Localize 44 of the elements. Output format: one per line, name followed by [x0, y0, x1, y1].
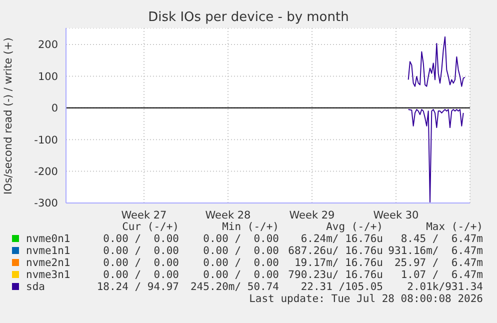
x-tick-label: Week 29 [289, 209, 335, 222]
legend-label: nvme1n1 [26, 245, 70, 257]
y-tick-label: 200 [38, 39, 58, 52]
y-tick-label: 0 [51, 102, 58, 115]
text: Last update: Tue Jul 28 08:00:08 2026 [249, 293, 483, 305]
x-tick-label: Week 27 [121, 209, 167, 222]
text: 6.24m/ 16.76u [300, 233, 383, 245]
text: 0.00 / 0.00 [103, 245, 179, 257]
text: 25.97 / 6.47m [394, 257, 483, 269]
text: Avg (-/+) [326, 221, 383, 233]
text: 0.00 / 0.00 [203, 233, 279, 245]
text: Min (-/+) [222, 221, 279, 233]
text: 0.00 / 0.00 [103, 257, 179, 269]
text: 0.00 / 0.00 [103, 269, 179, 281]
text: 245.20m/ 50.74 [190, 281, 279, 293]
text: 22.31 /105.05 [300, 281, 383, 293]
text: 790.23u/ 16.76u [288, 269, 383, 281]
line-series [408, 108, 464, 203]
text: 0.00 / 0.00 [203, 269, 279, 281]
y-tick-label: -100 [34, 134, 58, 146]
x-tick-label: Week 28 [205, 209, 251, 222]
line-series [408, 36, 466, 87]
text: 1.07 / 6.47m [400, 269, 483, 281]
text: 8.45 / 6.47m [400, 233, 483, 245]
legend-label: nvme2n1 [26, 257, 70, 269]
text: 0.00 / 0.00 [203, 245, 279, 257]
text: 0.00 / 0.00 [103, 233, 179, 245]
y-axis-title: IOs/second read (-) / write (+) [3, 36, 15, 194]
text: 931.16m/ 6.47m [388, 245, 483, 257]
text: 2.01k/931.34 [407, 281, 483, 293]
y-tick-label: -300 [34, 198, 58, 210]
legend-label: sda [26, 281, 45, 293]
text: 19.17m/ 16.76u [294, 257, 383, 269]
text: 18.24 / 94.97 [96, 281, 179, 293]
legend-label: nvme0n1 [26, 233, 70, 245]
text: 687.26u/ 16.76u [288, 245, 383, 257]
y-tick-label: -200 [34, 166, 58, 178]
text: 0.00 / 0.00 [203, 257, 279, 269]
y-tick-label: 100 [38, 70, 58, 83]
legend-label: nvme3n1 [26, 269, 70, 281]
chart-title: Disk IOs per device - by month [147, 10, 350, 25]
text: Cur (-/+) [122, 221, 179, 233]
x-tick-label: Week 30 [373, 209, 419, 222]
text: Max (-/+) [426, 221, 483, 233]
